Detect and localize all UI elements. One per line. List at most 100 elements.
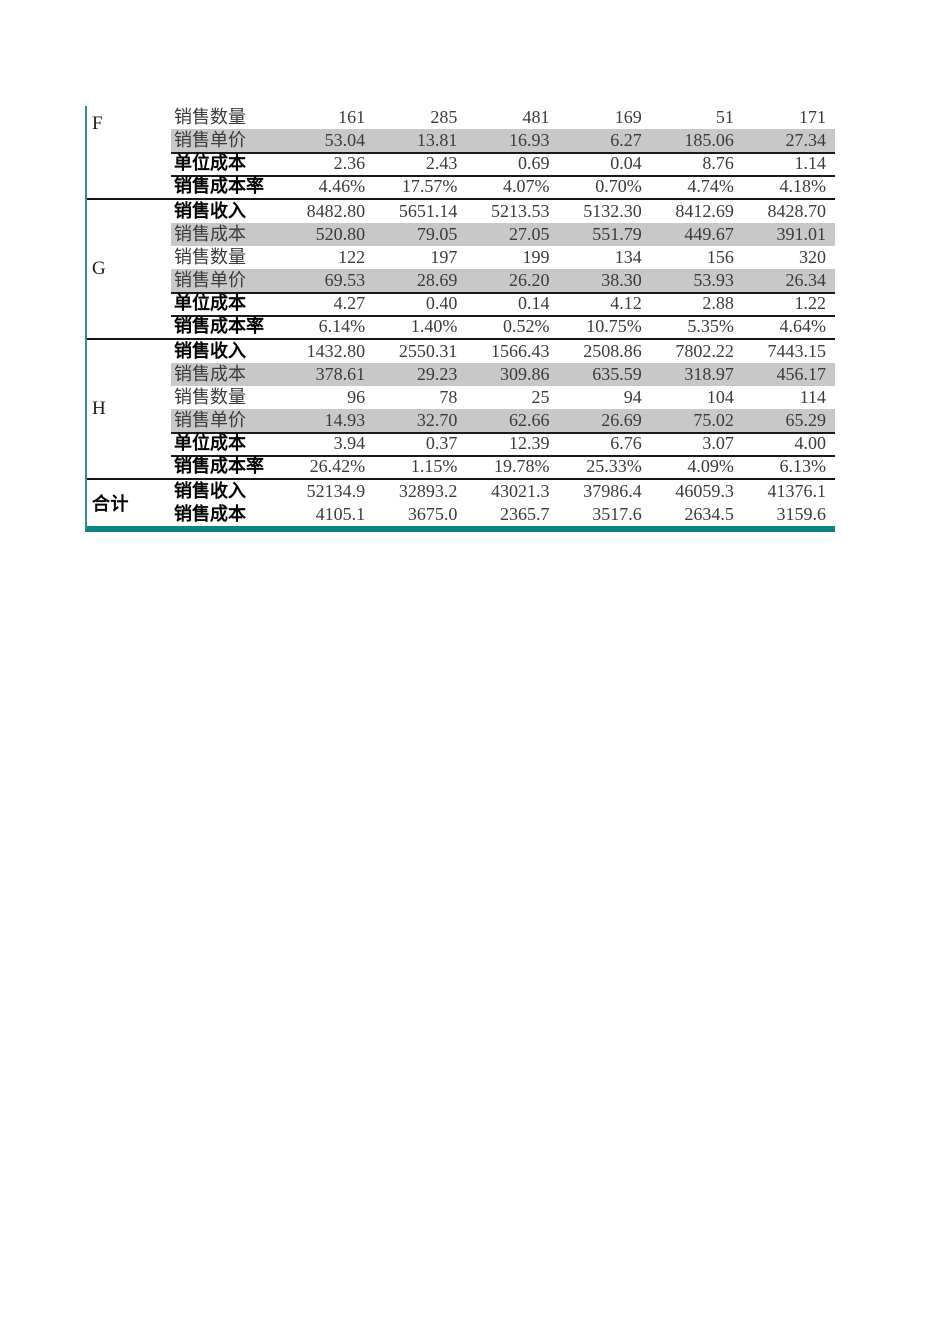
value-cell: 52134.9 [306, 481, 366, 501]
group-label: G [92, 258, 107, 279]
table-row: 销售收入 8482.80 5651.14 5213.53 5132.30 8412.69 8… [171, 200, 835, 223]
value-cell: 8428.70 [767, 201, 827, 221]
value-cell: 5651.14 [398, 201, 458, 221]
value-cell: 134 [614, 247, 642, 267]
value-cell: 16.93 [509, 130, 550, 150]
table-row: 销售成本 378.61 29.23 309.86 635.59 318.97 456.17 [171, 363, 835, 386]
table-row: 销售成本 520.80 79.05 27.05 551.79 449.67 391.01 [171, 223, 835, 246]
value-cell: 43021.3 [491, 481, 550, 501]
table-group: G 销售收入 8482.80 5651.14 5213.53 5132.30 8412.69… [87, 198, 835, 338]
value-cell: 53.93 [693, 270, 734, 290]
value-cell: 14.93 [324, 410, 366, 430]
value-cell: 635.59 [592, 364, 642, 384]
value-cell: 8.76 [702, 153, 734, 173]
value-cell: 10.75% [586, 316, 642, 336]
value-cell: 199 [522, 247, 550, 267]
value-cell: 156 [706, 247, 734, 267]
sales-cost-table: F 销售数量 161 285 481 169 51 171 销售单价 53.04 13.81 16.9… [85, 106, 835, 532]
row-label: 销售成本率 [174, 316, 264, 336]
value-cell: 122 [338, 247, 366, 267]
value-cell: 2634.5 [684, 504, 734, 524]
value-cell: 69.53 [324, 270, 366, 290]
row-label: 销售数量 [174, 387, 246, 407]
table-group: 合计 销售收入 52134.9 32893.2 43021.3 37986.4 46059.… [87, 478, 835, 526]
table-row: 销售单价 53.04 13.81 16.93 6.27 185.06 27.34 [171, 129, 835, 152]
table-row: 销售成本率 6.14% 1.40% 0.52% 10.75% 5.35% 4.64% [171, 315, 835, 338]
value-cell: 1.14 [794, 153, 827, 173]
table-row: 单位成本 3.94 0.37 12.39 6.76 3.07 4.00 [171, 432, 835, 455]
value-cell: 4.27 [333, 293, 366, 313]
value-cell: 62.66 [509, 410, 550, 430]
value-cell: 26.42% [309, 456, 366, 476]
value-cell: 318.97 [684, 364, 734, 384]
value-cell: 27.34 [785, 130, 827, 150]
table-row: 单位成本 2.36 2.43 0.69 0.04 8.76 1.14 [171, 152, 835, 175]
value-cell: 0.70% [595, 176, 642, 196]
value-cell: 3.07 [702, 433, 734, 453]
value-cell: 4.46% [318, 176, 366, 196]
value-cell: 0.04 [610, 153, 642, 173]
value-cell: 46059.3 [675, 481, 734, 501]
group-label: H [92, 398, 107, 419]
value-cell: 104 [706, 387, 734, 407]
value-cell: 3517.6 [592, 504, 642, 524]
value-cell: 169 [614, 107, 642, 127]
group-rows: 销售收入 1432.80 2550.31 1566.43 2508.86 7802.22 7… [171, 340, 835, 478]
value-cell: 29.23 [416, 364, 458, 384]
table-row: 销售收入 1432.80 2550.31 1566.43 2508.86 7802.22 7… [171, 340, 835, 363]
value-cell: 78 [439, 387, 458, 407]
row-label: 单位成本 [174, 293, 246, 313]
value-cell: 6.13% [779, 456, 827, 476]
row-label: 销售成本率 [174, 176, 264, 196]
value-cell: 25 [531, 387, 550, 407]
value-cell: 27.05 [509, 224, 550, 244]
value-cell: 2.36 [333, 153, 366, 173]
value-cell: 26.34 [785, 270, 827, 290]
value-cell: 8412.69 [675, 201, 734, 221]
row-label: 销售成本率 [174, 456, 264, 476]
table-row: 销售成本率 4.46% 17.57% 4.07% 0.70% 4.74% 4.18% [171, 175, 835, 198]
value-cell: 6.14% [318, 316, 366, 336]
value-cell: 161 [338, 107, 366, 127]
value-cell: 4105.1 [315, 504, 366, 524]
value-cell: 114 [799, 387, 827, 407]
value-cell: 520.80 [315, 224, 366, 244]
value-cell: 7802.22 [675, 341, 734, 361]
value-cell: 65.29 [785, 410, 827, 430]
value-cell: 37986.4 [583, 481, 642, 501]
table-row: 销售成本 4105.1 3675.0 2365.7 3517.6 2634.5 3159.6 [171, 503, 835, 526]
value-cell: 197 [430, 247, 458, 267]
value-cell: 449.67 [684, 224, 734, 244]
value-cell: 75.02 [693, 410, 734, 430]
value-cell: 0.40 [425, 293, 458, 313]
value-cell: 51 [715, 107, 734, 127]
row-label: 销售单价 [174, 270, 246, 290]
group-label: 合计 [92, 494, 129, 514]
row-label: 单位成本 [174, 153, 246, 173]
value-cell: 25.33% [586, 456, 642, 476]
value-cell: 1566.43 [491, 341, 550, 361]
value-cell: 32.70 [416, 410, 458, 430]
value-cell: 171 [799, 107, 827, 127]
value-cell: 1.22 [794, 293, 827, 313]
group-rows: 销售数量 161 285 481 169 51 171 销售单价 53.04 13.81 16.93… [171, 106, 835, 198]
group-rows: 销售收入 52134.9 32893.2 43021.3 37986.4 46059.3 4… [171, 480, 835, 526]
value-cell: 551.79 [592, 224, 642, 244]
table-row: 销售单价 14.93 32.70 62.66 26.69 75.02 65.29 [171, 409, 835, 432]
row-label: 销售收入 [174, 481, 246, 501]
value-cell: 6.27 [610, 130, 642, 150]
row-label: 销售数量 [174, 247, 246, 267]
value-cell: 456.17 [776, 364, 827, 384]
row-label: 销售单价 [174, 130, 246, 150]
value-cell: 0.14 [518, 293, 550, 313]
value-cell: 0.37 [425, 433, 458, 453]
value-cell: 2.43 [425, 153, 458, 173]
value-cell: 32893.2 [398, 481, 458, 501]
value-cell: 38.30 [601, 270, 642, 290]
value-cell: 391.01 [776, 224, 827, 244]
table-row: 销售收入 52134.9 32893.2 43021.3 37986.4 46059.3 4… [171, 480, 835, 503]
value-cell: 94 [623, 387, 642, 407]
value-cell: 7443.15 [767, 341, 827, 361]
value-cell: 13.81 [416, 130, 458, 150]
